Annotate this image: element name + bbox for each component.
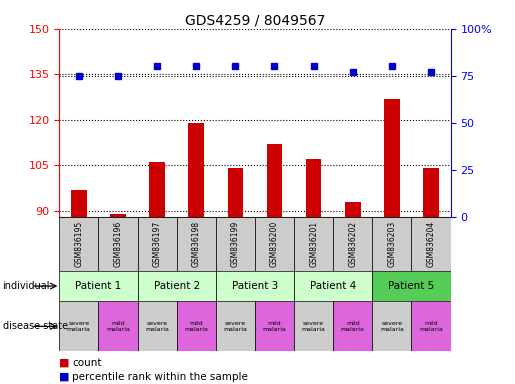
Bar xyxy=(59,301,98,351)
Text: severe
malaria: severe malaria xyxy=(302,321,325,332)
Bar xyxy=(59,217,98,271)
Bar xyxy=(255,301,294,351)
Bar xyxy=(372,217,411,271)
Bar xyxy=(138,217,177,271)
Bar xyxy=(138,271,216,301)
Bar xyxy=(98,301,138,351)
Text: GSM836196: GSM836196 xyxy=(113,221,123,267)
Bar xyxy=(411,301,451,351)
Text: GSM836199: GSM836199 xyxy=(231,221,240,267)
Bar xyxy=(98,217,138,271)
Bar xyxy=(384,99,400,217)
Text: mild
malaria: mild malaria xyxy=(263,321,286,332)
Text: mild
malaria: mild malaria xyxy=(341,321,365,332)
Text: mild
malaria: mild malaria xyxy=(184,321,208,332)
Bar xyxy=(228,169,243,217)
Bar xyxy=(333,301,372,351)
Text: Patient 1: Patient 1 xyxy=(75,281,122,291)
Bar xyxy=(255,217,294,271)
Bar xyxy=(188,123,204,217)
Text: severe
malaria: severe malaria xyxy=(145,321,169,332)
Text: count: count xyxy=(72,358,101,368)
Text: Patient 2: Patient 2 xyxy=(153,281,200,291)
Text: GSM836197: GSM836197 xyxy=(152,221,162,267)
Text: Patient 4: Patient 4 xyxy=(310,281,356,291)
Text: severe
malaria: severe malaria xyxy=(224,321,247,332)
Text: GSM836200: GSM836200 xyxy=(270,221,279,267)
Title: GDS4259 / 8049567: GDS4259 / 8049567 xyxy=(185,14,325,28)
Text: mild
malaria: mild malaria xyxy=(419,321,443,332)
Bar xyxy=(216,217,255,271)
Text: GSM836198: GSM836198 xyxy=(192,221,201,267)
Bar xyxy=(149,162,165,217)
Bar xyxy=(216,271,294,301)
Text: GSM836201: GSM836201 xyxy=(309,221,318,267)
Bar xyxy=(306,159,321,217)
Text: mild
malaria: mild malaria xyxy=(106,321,130,332)
Bar xyxy=(372,271,451,301)
Bar xyxy=(267,144,282,217)
Bar xyxy=(333,217,372,271)
Text: GSM836203: GSM836203 xyxy=(387,221,397,267)
Bar xyxy=(423,169,439,217)
Bar xyxy=(138,301,177,351)
Bar xyxy=(216,301,255,351)
Bar xyxy=(71,190,87,217)
Text: ■: ■ xyxy=(59,372,70,382)
Text: GSM836202: GSM836202 xyxy=(348,221,357,267)
Text: individual: individual xyxy=(3,281,50,291)
Bar xyxy=(345,202,360,217)
Text: percentile rank within the sample: percentile rank within the sample xyxy=(72,372,248,382)
Bar xyxy=(294,301,333,351)
Text: severe
malaria: severe malaria xyxy=(380,321,404,332)
Bar xyxy=(59,271,138,301)
Text: ■: ■ xyxy=(59,358,70,368)
Bar xyxy=(177,301,216,351)
Text: disease state: disease state xyxy=(3,321,67,331)
Text: GSM836195: GSM836195 xyxy=(74,221,83,267)
Text: Patient 3: Patient 3 xyxy=(232,281,278,291)
Bar xyxy=(411,217,451,271)
Bar xyxy=(294,217,333,271)
Text: GSM836204: GSM836204 xyxy=(426,221,436,267)
Bar xyxy=(372,301,411,351)
Bar xyxy=(294,271,372,301)
Text: severe
malaria: severe malaria xyxy=(67,321,91,332)
Bar xyxy=(177,217,216,271)
Text: Patient 5: Patient 5 xyxy=(388,281,435,291)
Bar xyxy=(110,214,126,217)
